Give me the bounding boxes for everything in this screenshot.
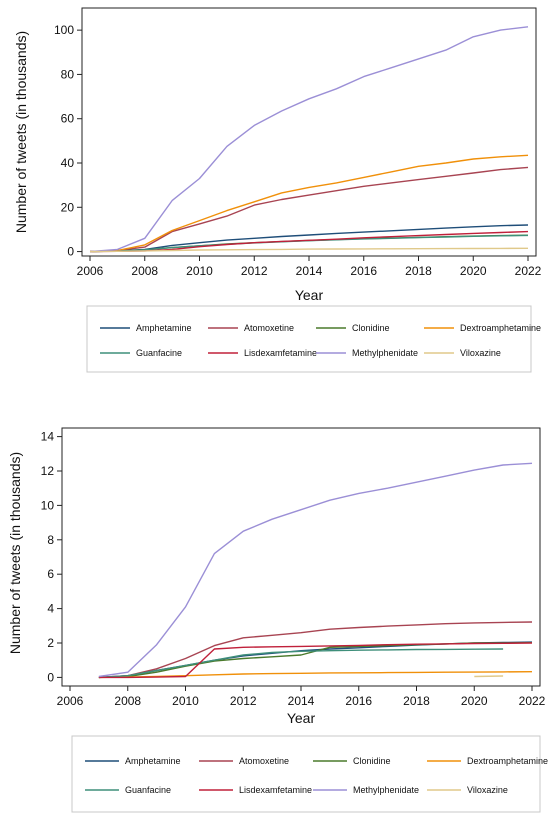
chart-1-x-axis-title: Year bbox=[295, 287, 324, 303]
chart-1-legend-box bbox=[86, 305, 532, 373]
chart-1-plot-frame bbox=[81, 7, 537, 257]
x-tick-label: 2014 bbox=[288, 694, 315, 708]
series-line-atomoxetine bbox=[89, 166, 529, 253]
chart-2-y-ticks: 0 2 4 6 8 10 12 14 bbox=[41, 430, 62, 684]
chart-2: 0 2 4 6 8 10 12 14 2006 2008 2010 2012 2014 2016 2018… bbox=[7, 427, 548, 813]
x-tick-label: 2020 bbox=[461, 694, 488, 708]
series-line-lisdexamfetamine bbox=[89, 230, 529, 253]
legend-label-lisdexamfetamine: Lisdexamfetamine bbox=[239, 785, 312, 795]
legend-label-dextroamphetamine: Dextroamphetamine bbox=[460, 323, 541, 333]
chart-2-plot-frame bbox=[61, 427, 541, 687]
y-tick-label: 0 bbox=[67, 245, 74, 259]
x-tick-label: 2012 bbox=[241, 264, 268, 278]
x-tick-label: 2018 bbox=[403, 694, 430, 708]
x-tick-label: 2010 bbox=[186, 264, 213, 278]
legend-label-methylphenidate: Methylphenidate bbox=[352, 348, 418, 358]
y-tick-label: 8 bbox=[47, 533, 54, 547]
y-tick-label: 80 bbox=[61, 67, 75, 81]
series-line-methylphenidate bbox=[98, 462, 533, 678]
legend-label-viloxazine: Viloxazine bbox=[460, 348, 501, 358]
x-tick-label: 2016 bbox=[350, 264, 377, 278]
x-tick-label: 2022 bbox=[515, 264, 542, 278]
legend-label-guanfacine: Guanfacine bbox=[125, 785, 171, 795]
chart-2-x-ticks: 2006 2008 2010 2012 2014 2016 2018 2020 2022 bbox=[57, 686, 546, 708]
series-line-methylphenidate bbox=[89, 26, 529, 253]
legend-label-atomoxetine: Atomoxetine bbox=[244, 323, 294, 333]
legend-label-atomoxetine: Atomoxetine bbox=[239, 756, 289, 766]
series-line-viloxazine bbox=[474, 675, 504, 678]
x-tick-label: 2012 bbox=[230, 694, 257, 708]
legend-label-clonidine: Clonidine bbox=[352, 323, 390, 333]
y-tick-label: 2 bbox=[47, 636, 54, 650]
chart-1-series-lines bbox=[89, 26, 529, 253]
series-line-lisdexamfetamine bbox=[98, 642, 533, 679]
chart-2-series-lines bbox=[98, 462, 533, 679]
y-tick-label: 12 bbox=[41, 464, 55, 478]
y-tick-label: 100 bbox=[54, 23, 74, 37]
y-tick-label: 6 bbox=[47, 567, 54, 581]
x-tick-label: 2006 bbox=[57, 694, 84, 708]
x-tick-label: 2006 bbox=[77, 264, 104, 278]
x-tick-label: 2020 bbox=[460, 264, 487, 278]
y-tick-label: 14 bbox=[41, 430, 55, 444]
series-line-dextroamphetamine bbox=[89, 154, 529, 253]
legend-label-amphetamine: Amphetamine bbox=[125, 756, 181, 766]
x-tick-label: 2008 bbox=[131, 264, 158, 278]
x-tick-label: 2016 bbox=[345, 694, 372, 708]
chart-2-x-axis-title: Year bbox=[287, 710, 316, 726]
y-tick-label: 20 bbox=[61, 200, 75, 214]
legend-label-lisdexamfetamine: Lisdexamfetamine bbox=[244, 348, 317, 358]
series-line-dextroamphetamine bbox=[98, 671, 533, 679]
series-line-amphetamine bbox=[89, 224, 529, 253]
x-tick-label: 2018 bbox=[405, 264, 432, 278]
legend-label-guanfacine: Guanfacine bbox=[136, 348, 182, 358]
legend-label-clonidine: Clonidine bbox=[353, 756, 391, 766]
legend-label-dextroamphetamine: Dextroamphetamine bbox=[467, 756, 548, 766]
chart-1-x-ticks: 2006 2008 2010 2012 2014 2016 2018 2020 2022 bbox=[77, 256, 542, 278]
chart-1-legend: Amphetamine Atomoxetine Clonidine Dextroamp… bbox=[100, 323, 541, 358]
chart-2-legend-box bbox=[71, 735, 541, 813]
series-line-atomoxetine bbox=[98, 621, 533, 679]
series-line-guanfacine bbox=[98, 648, 504, 679]
x-tick-label: 2022 bbox=[519, 694, 546, 708]
chart-2-legend: Amphetamine Atomoxetine Clonidine Dextroamp… bbox=[85, 756, 548, 795]
y-tick-label: 0 bbox=[47, 670, 54, 684]
x-tick-label: 2008 bbox=[114, 694, 141, 708]
series-line-viloxazine bbox=[89, 247, 529, 253]
y-tick-label: 40 bbox=[61, 156, 75, 170]
legend-label-viloxazine: Viloxazine bbox=[467, 785, 508, 795]
legend-label-amphetamine: Amphetamine bbox=[136, 323, 192, 333]
chart-1-y-ticks: 0 20 40 60 80 100 bbox=[54, 23, 82, 259]
x-tick-label: 2014 bbox=[296, 264, 323, 278]
y-tick-label: 4 bbox=[47, 602, 54, 616]
chart-1-y-axis-title: Number of tweets (in thousands) bbox=[13, 31, 29, 233]
x-tick-label: 2010 bbox=[172, 694, 199, 708]
y-tick-label: 10 bbox=[41, 498, 55, 512]
legend-label-methylphenidate: Methylphenidate bbox=[353, 785, 419, 795]
y-tick-label: 60 bbox=[61, 112, 75, 126]
chart-2-y-axis-title: Number of tweets (in thousands) bbox=[7, 452, 23, 654]
chart-1: 0 20 40 60 80 100 2006 2008 2010 2012 2014 2016 201… bbox=[13, 7, 542, 373]
